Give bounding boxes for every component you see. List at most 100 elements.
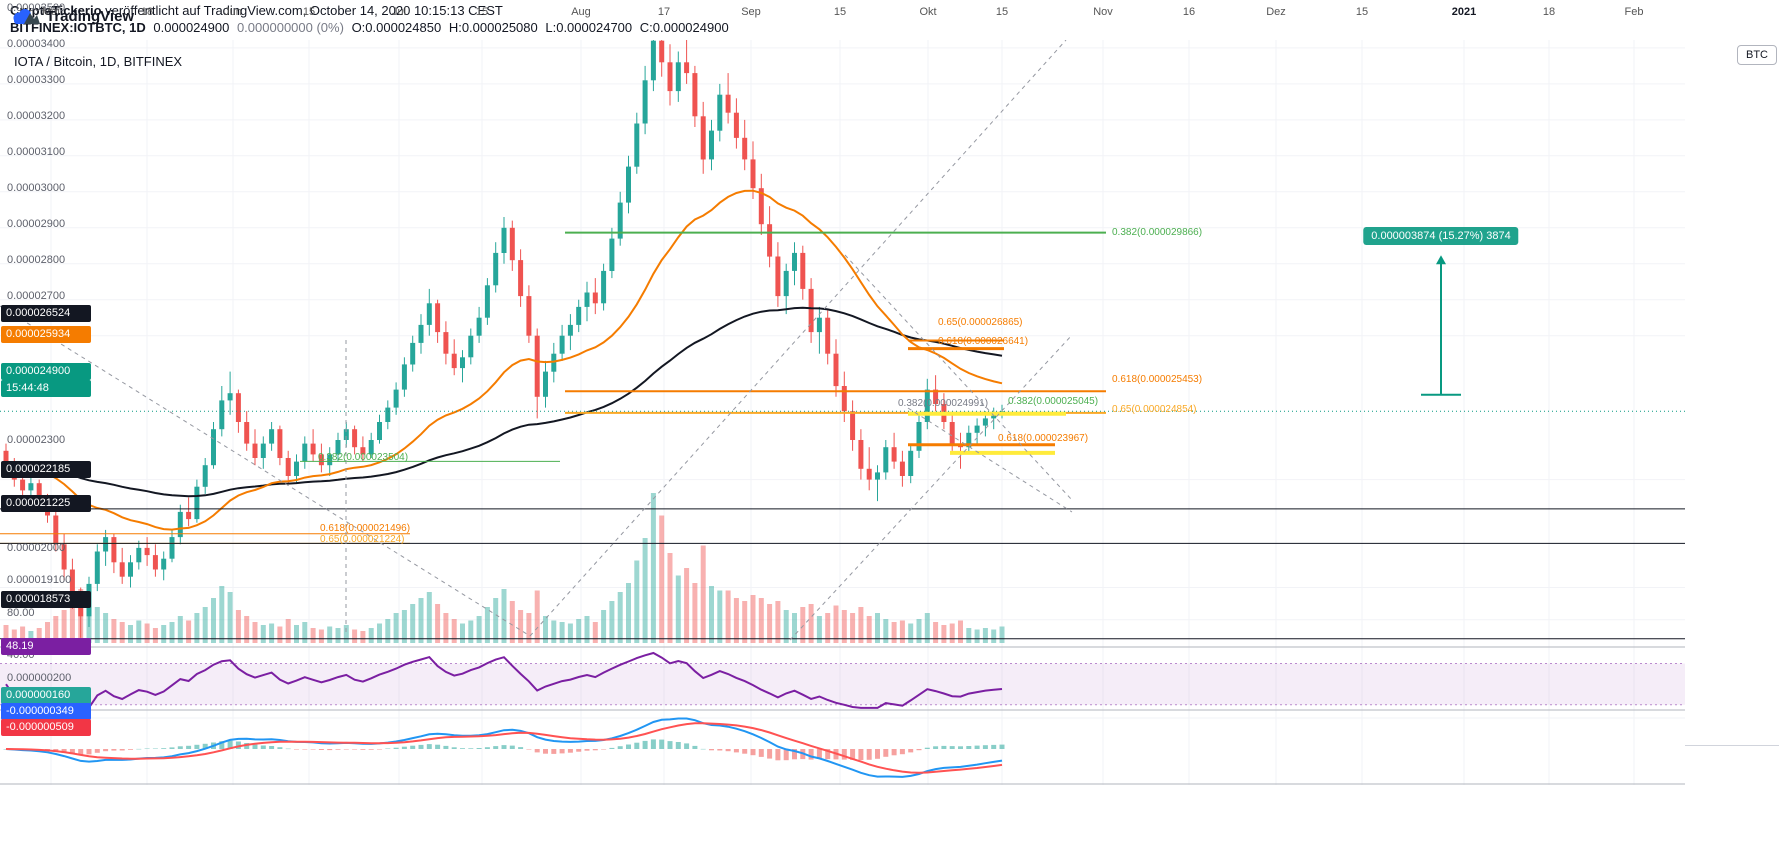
volume-bar <box>999 626 1005 643</box>
volume-bar <box>476 616 482 643</box>
candle-body <box>136 547 142 563</box>
candle-body <box>476 317 482 336</box>
volume-bar <box>725 590 731 643</box>
candle-body <box>650 40 656 81</box>
volume-bar <box>659 515 665 643</box>
macd-histogram-bar <box>352 749 358 750</box>
candle-body <box>634 123 640 167</box>
volume-bar <box>626 583 631 643</box>
candle-body <box>858 440 864 469</box>
volume-bar <box>891 622 897 643</box>
candle-body <box>792 252 797 271</box>
volume-bar <box>310 628 316 643</box>
macd-histogram-bar <box>252 744 258 749</box>
volume-bar <box>924 613 930 643</box>
candle-body <box>61 544 67 570</box>
currency-toggle-button[interactable]: BTC <box>1737 45 1777 65</box>
volume-bar <box>11 629 17 643</box>
macd-histogram-bar <box>725 749 731 752</box>
price-axis-label: 0.00003400 <box>7 37 66 50</box>
volume-bar <box>128 625 133 643</box>
candle-body <box>509 227 515 261</box>
volume-bar <box>435 604 441 643</box>
candle-body <box>94 551 100 584</box>
candle-body <box>933 389 939 404</box>
candle-body <box>758 188 764 225</box>
volume-bar <box>111 619 117 643</box>
volume-bar <box>186 620 192 643</box>
candle-body <box>659 40 665 63</box>
macd-histogram-bar <box>924 747 930 749</box>
macd-line <box>5 717 1003 778</box>
time-axis-label: Sep <box>741 6 761 18</box>
volume-bar <box>343 625 349 643</box>
macd-histogram-bar <box>601 749 607 750</box>
macd-histogram-bar <box>626 744 631 749</box>
macd-histogram-bar <box>592 749 598 751</box>
candle-body <box>327 454 333 466</box>
candle-body <box>850 411 856 440</box>
volume-bar <box>958 620 963 643</box>
volume-bar <box>816 616 822 643</box>
candle-body <box>144 547 150 556</box>
volume-bar <box>493 598 499 643</box>
macd-histogram-bar <box>982 745 988 749</box>
trend-line-dashed <box>844 254 1073 501</box>
volume-bar <box>136 620 142 643</box>
price-axis-label: 0.00002900 <box>7 217 66 230</box>
volume-bar <box>534 590 540 643</box>
volume-bar <box>800 607 806 643</box>
macd-histogram-bar <box>841 749 847 760</box>
volume-bar <box>327 626 333 643</box>
candle-body <box>733 112 739 138</box>
ohlc-close: C:0.000024900 <box>639 20 729 35</box>
candle-body <box>285 458 291 476</box>
macd-histogram-bar <box>111 749 117 751</box>
candle-body <box>501 227 507 253</box>
time-axis-label: 16 <box>1182 6 1196 18</box>
candle-body <box>534 335 540 397</box>
volume-bar <box>294 625 299 643</box>
volume-bar <box>61 610 67 643</box>
candle-body <box>526 296 532 336</box>
macd-histogram-bar <box>401 746 407 749</box>
brand: TradingView <box>12 6 134 26</box>
volume-bar <box>368 628 374 643</box>
volume-bar <box>592 622 598 643</box>
candle-body <box>343 429 349 440</box>
candle-body <box>692 73 698 117</box>
candle-body <box>543 371 548 397</box>
price-axis-label: 0.00002000 <box>7 541 66 554</box>
candle-body <box>294 461 299 476</box>
macd-histogram-bar <box>476 748 482 749</box>
macd-histogram-bar <box>958 746 963 749</box>
macd-histogram-bar <box>733 749 739 753</box>
macd-histogram-bar <box>700 748 706 750</box>
candle-body <box>559 335 565 354</box>
volume-bar <box>227 592 233 643</box>
volume-bar <box>252 622 258 643</box>
ma-slow-line <box>5 306 1003 498</box>
price-axis-label: 0.00002700 <box>7 289 66 302</box>
volume-bar <box>277 626 283 643</box>
candle-body <box>667 62 673 92</box>
volume-bar <box>899 620 905 643</box>
last-price-badge: 0.000024900 <box>1 363 91 381</box>
volume-bar <box>916 619 922 643</box>
volume-bar <box>28 631 34 643</box>
volume-bar <box>767 604 773 643</box>
macd-histogram-bar <box>584 749 590 751</box>
macd-histogram-bar <box>343 749 349 750</box>
candle-body <box>426 303 432 325</box>
macd-histogram-bar <box>792 749 797 760</box>
macd-histogram-bar <box>543 749 548 754</box>
chart-canvas[interactable] <box>0 40 1685 785</box>
publish-info: veröffentlicht auf TradingView.com, Octo… <box>101 3 503 18</box>
candle-body <box>551 353 557 372</box>
time-axis-label: 15 <box>995 6 1009 18</box>
volume-bar <box>758 598 764 643</box>
macd-histogram-bar <box>177 746 183 749</box>
candle-body <box>675 62 681 92</box>
candle-body <box>875 472 880 480</box>
candle-body <box>377 422 382 440</box>
